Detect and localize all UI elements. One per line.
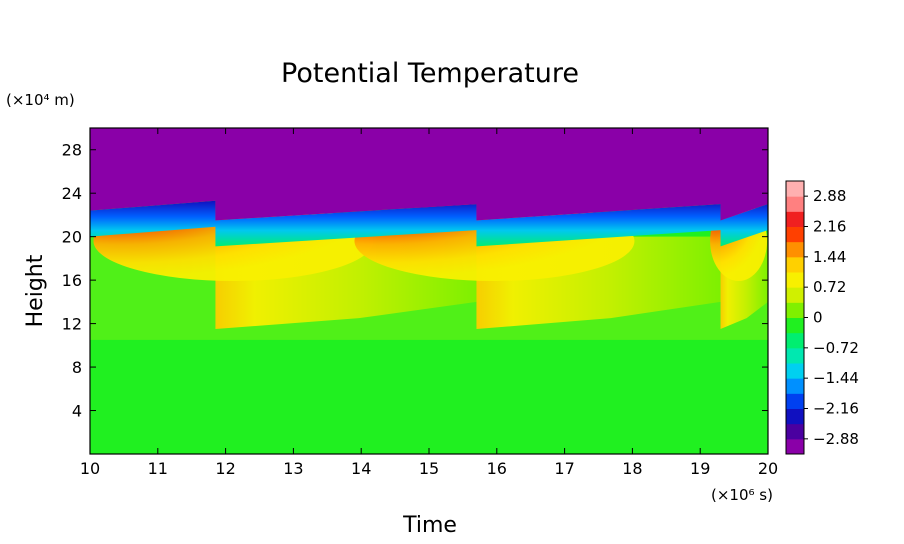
colorbar-swatch: [786, 272, 804, 288]
x-tick-label: 19: [690, 459, 710, 478]
x-tick-label: 17: [554, 459, 574, 478]
x-axis-unit: (×10⁶ s): [711, 486, 773, 504]
y-tick-label: 20: [62, 228, 82, 247]
y-tick-label: 16: [62, 271, 82, 290]
colorbar-swatch: [786, 393, 804, 409]
y-tick-label: 12: [62, 315, 82, 334]
colorbar: 2.88 2.16 1.44 0.72 0 −0.72 −1.44 −2.16 −2.88: [785, 180, 859, 455]
colorbar-swatch: [786, 332, 804, 349]
x-tick-label: 14: [351, 459, 371, 478]
colorbar-swatch: [786, 378, 804, 394]
upper-region: [90, 128, 768, 221]
colorbar-swatch: [786, 241, 804, 258]
colorbar-swatch: [786, 287, 804, 303]
transition-band: [90, 200, 768, 247]
x-axis-ticks: 10 11 12 13 14 15 16 17 18 19 20: [80, 128, 778, 478]
colorbar-tick-label: 0: [813, 309, 823, 327]
colorbar-swatch: [786, 438, 804, 455]
y-tick-label: 24: [62, 184, 82, 203]
colorbar-tick-label: 0.72: [813, 278, 846, 296]
colorbar-swatch: [786, 423, 804, 440]
colorbar-swatch: [786, 317, 804, 334]
x-tick-label: 20: [758, 459, 778, 478]
y-axis-ticks: 4 8 12 16 20 24 28: [62, 141, 768, 421]
colorbar-swatch: [786, 347, 804, 364]
heatmap-layers: [90, 128, 768, 454]
chart-title: Potential Temperature: [281, 58, 579, 89]
colorbar-swatch: [786, 196, 804, 212]
colorbar-swatch: [786, 211, 804, 227]
y-tick-label: 4: [72, 402, 82, 421]
colorbar-swatch: [786, 181, 804, 197]
colorbar-tick-label: −2.88: [813, 430, 859, 448]
y-tick-label: 28: [62, 141, 82, 160]
colorbar-tick-label: 2.88: [813, 187, 846, 205]
x-tick-label: 15: [419, 459, 439, 478]
x-tick-label: 13: [283, 459, 303, 478]
y-tick-label: 8: [72, 358, 82, 377]
y-axis-label: Height: [23, 254, 48, 327]
colorbar-swatch: [786, 363, 804, 379]
y-axis-unit: (×10⁴ m): [6, 91, 75, 109]
colorbar-swatch: [786, 226, 804, 243]
x-tick-label: 10: [80, 459, 100, 478]
colorbar-tick-label: −2.16: [813, 400, 859, 418]
colorbar-swatch: [786, 256, 804, 273]
colorbar-tick-label: 1.44: [813, 248, 846, 266]
x-tick-label: 18: [622, 459, 642, 478]
colorbar-tick-label: −1.44: [813, 369, 859, 387]
colorbar-swatch: [786, 408, 804, 425]
colorbar-tick-label: 2.16: [813, 218, 846, 236]
colorbar-tick-label: −0.72: [813, 339, 859, 357]
x-tick-label: 12: [215, 459, 235, 478]
x-tick-label: 11: [148, 459, 168, 478]
x-axis-label: Time: [402, 513, 457, 538]
heatmap-plot-area: [89, 127, 769, 455]
colorbar-swatch: [786, 302, 804, 318]
x-tick-label: 16: [487, 459, 507, 478]
